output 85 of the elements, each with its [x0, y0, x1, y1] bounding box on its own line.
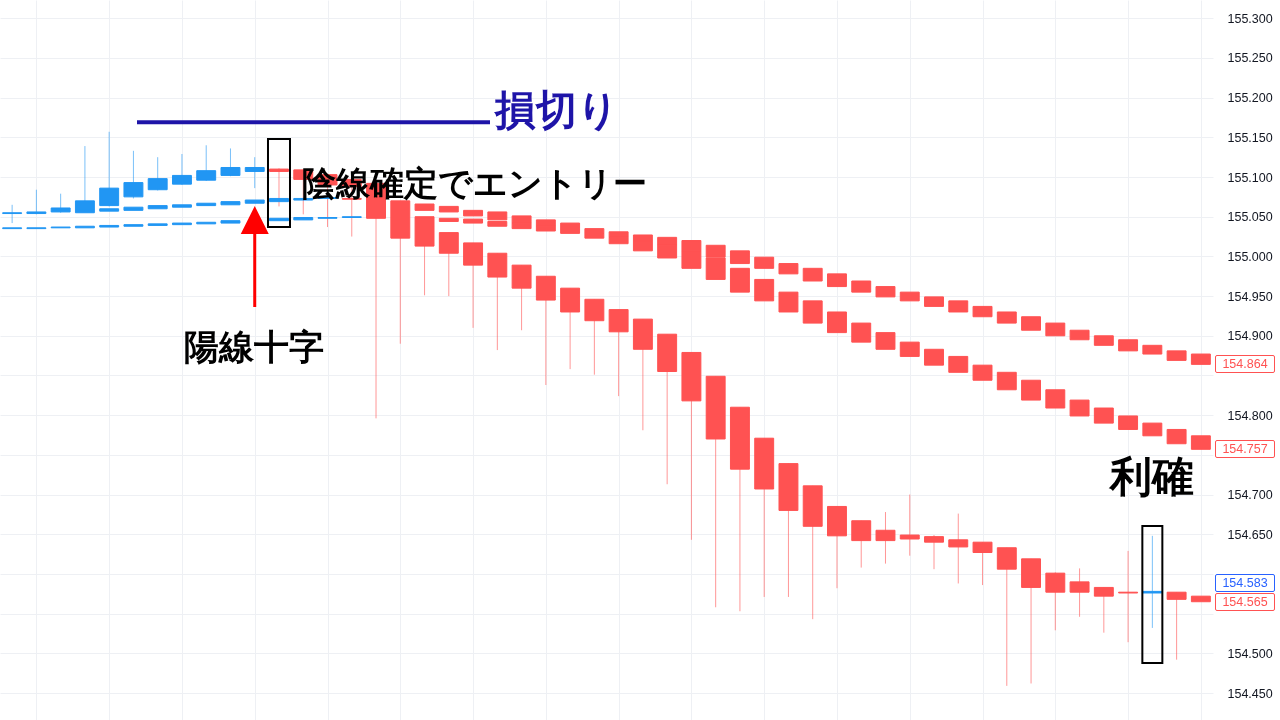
candlestick [875, 286, 896, 298]
candlestick [754, 278, 775, 302]
candlestick [123, 224, 144, 227]
candlestick [147, 223, 168, 226]
candlestick [293, 217, 314, 221]
candlestick [754, 256, 775, 269]
candlestick [778, 263, 799, 275]
y-tick-label: 155.000 [1227, 249, 1273, 264]
text: 154.583 [1215, 574, 1275, 592]
candlestick [147, 205, 168, 210]
y-tick-label: 154.800 [1227, 408, 1273, 423]
candlestick [123, 206, 144, 211]
candlestick [899, 341, 920, 357]
text: 154.565 [1222, 594, 1268, 609]
candlestick [244, 199, 265, 204]
candlestick [802, 300, 823, 324]
candlestick [1045, 389, 1066, 409]
candlestick [438, 205, 459, 213]
candlestick [1118, 339, 1139, 352]
candlestick [196, 221, 217, 225]
candlestick [1069, 399, 1090, 417]
text: 154.757 [1222, 442, 1268, 457]
candlestick [341, 216, 362, 219]
y-tick-label: 155.100 [1227, 170, 1273, 185]
candlestick [196, 202, 217, 207]
candlestick [924, 348, 944, 366]
candlestick [996, 371, 1017, 391]
candlestick [948, 300, 969, 313]
y-tick-label: 154.450 [1227, 686, 1273, 701]
y-tick-label: 154.900 [1227, 329, 1273, 344]
candlestick [2, 227, 23, 230]
candlestick [1069, 329, 1090, 341]
candlestick [99, 224, 120, 228]
ref-line-label: 損切り [493, 86, 619, 135]
candlestick [1190, 435, 1211, 450]
candlestick [269, 217, 289, 222]
candlestick [778, 291, 799, 313]
candlestick [899, 291, 920, 302]
y-tick-label: 155.200 [1227, 91, 1273, 106]
candlestick [948, 355, 969, 373]
candlestick [1021, 316, 1042, 331]
candlestick [99, 208, 120, 212]
candlestick [1093, 407, 1114, 424]
candlestick [802, 267, 823, 282]
candlestick [1021, 379, 1042, 401]
candlestick [1190, 595, 1211, 603]
candlestick [414, 203, 435, 211]
y-tick-label: 155.300 [1227, 11, 1273, 26]
annotation: 陽線十字 [184, 327, 324, 367]
candlestick [1142, 422, 1163, 437]
y-tick-label: 154.950 [1227, 289, 1273, 304]
candlestick [1166, 350, 1187, 361]
candlestick [996, 311, 1017, 324]
candlestick [220, 201, 241, 206]
candlestick [972, 305, 993, 318]
candlestick [851, 322, 872, 343]
candlestick [220, 220, 241, 224]
y-tick-label: 154.700 [1227, 488, 1273, 503]
candlestick [827, 311, 847, 334]
candlestick [1166, 428, 1187, 445]
y-tick-label: 154.650 [1227, 527, 1273, 542]
candlestick [851, 280, 872, 293]
candlestick [1190, 353, 1211, 365]
candlestick [438, 217, 459, 222]
candlestick [1142, 344, 1163, 355]
candlestick [729, 250, 750, 265]
annotation: 利確 [1108, 452, 1194, 501]
candlestick [924, 296, 944, 307]
y-tick-label: 154.500 [1227, 646, 1273, 661]
text: 154.864 [1222, 357, 1268, 372]
candlestick [827, 273, 847, 288]
candlestick [171, 222, 192, 226]
candlestick [1118, 415, 1139, 430]
candlestick [729, 267, 750, 293]
candlestick [875, 332, 896, 350]
candlestick [26, 227, 47, 230]
candlestick [269, 197, 289, 203]
candlestick [50, 226, 71, 229]
y-tick-label: 155.250 [1227, 51, 1273, 66]
candlestick [1093, 335, 1114, 346]
candlestick [972, 364, 993, 381]
y-tick-label: 155.150 [1227, 130, 1273, 145]
candlestick [171, 204, 192, 208]
candlestick [1045, 322, 1066, 337]
y-tick-label: 155.050 [1227, 210, 1273, 225]
